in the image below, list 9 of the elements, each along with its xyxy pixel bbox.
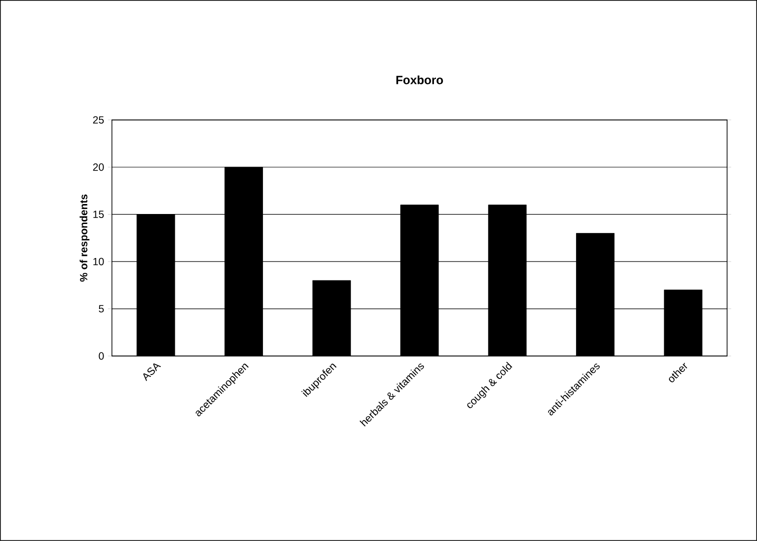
y-tick-label: 20 [93, 163, 104, 171]
y-tick-label: 0 [98, 352, 104, 360]
y-tick-label: 5 [98, 305, 104, 312]
chart-title: Foxboro [396, 75, 443, 84]
y-tick-label: 10 [93, 258, 104, 266]
y-axis-title: % of respondents [80, 194, 90, 282]
y-tick-label: 15 [93, 210, 104, 218]
x-tick-label: ASA [143, 363, 162, 382]
y-tick-label: 25 [93, 116, 104, 124]
